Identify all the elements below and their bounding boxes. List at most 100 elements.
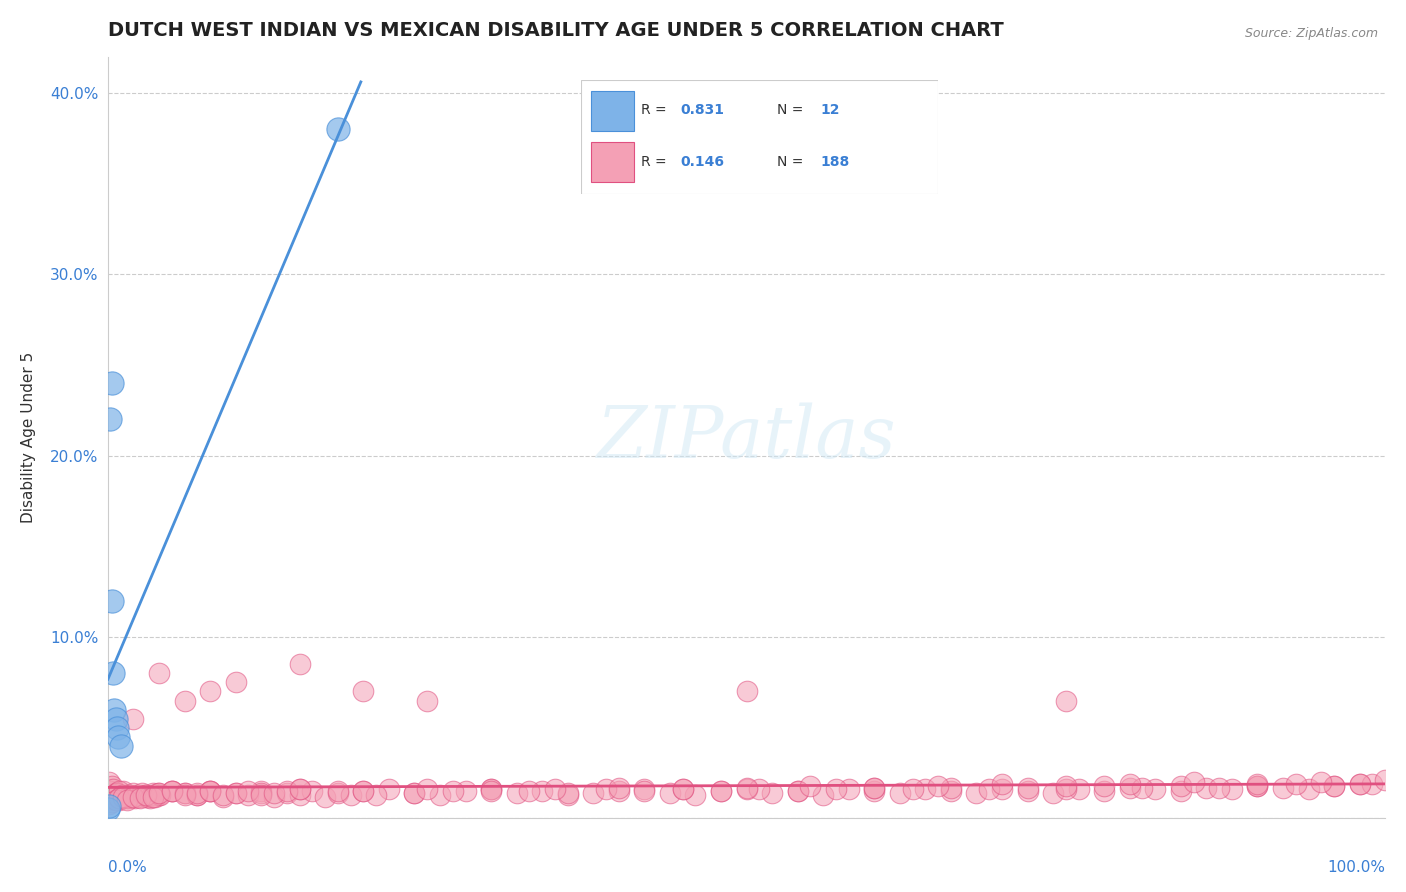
Point xyxy=(863,784,886,798)
Point xyxy=(238,784,260,798)
Point xyxy=(148,788,170,802)
Point xyxy=(1132,780,1154,795)
Point xyxy=(98,798,121,813)
Point xyxy=(142,788,165,802)
Point xyxy=(250,786,273,800)
Point xyxy=(404,786,426,800)
Point xyxy=(160,784,183,798)
Point xyxy=(110,739,132,753)
Text: ZIPatlas: ZIPatlas xyxy=(596,402,897,473)
Point xyxy=(198,784,221,798)
Point xyxy=(811,788,834,802)
Point xyxy=(142,789,165,804)
Point xyxy=(101,666,124,681)
Point xyxy=(122,789,145,804)
Point xyxy=(114,789,136,804)
Point xyxy=(685,788,707,802)
Point xyxy=(139,791,162,805)
Point xyxy=(100,791,122,805)
Point xyxy=(160,784,183,798)
Point xyxy=(1119,777,1142,791)
Point xyxy=(198,684,221,698)
Point xyxy=(212,789,235,804)
Point xyxy=(186,788,208,802)
Point xyxy=(111,788,134,802)
Point xyxy=(301,784,323,798)
Point xyxy=(124,791,146,805)
Point xyxy=(1017,784,1039,798)
Point xyxy=(212,788,235,802)
Point xyxy=(112,784,135,798)
Point xyxy=(633,782,655,797)
Point xyxy=(1144,782,1167,797)
Point xyxy=(250,788,273,802)
Point xyxy=(238,788,260,802)
Point xyxy=(131,786,153,800)
Point xyxy=(1054,693,1077,707)
Point xyxy=(276,784,298,798)
Point xyxy=(1017,780,1039,795)
Point xyxy=(1119,780,1142,795)
Point xyxy=(378,782,401,797)
Point xyxy=(889,786,911,800)
Point xyxy=(107,730,129,744)
Point xyxy=(288,657,311,672)
Point xyxy=(326,786,349,800)
Point xyxy=(1220,782,1243,797)
Point xyxy=(901,782,924,797)
Point xyxy=(100,795,122,809)
Point xyxy=(1067,782,1090,797)
Point xyxy=(288,782,311,797)
Text: 100.0%: 100.0% xyxy=(1327,860,1385,875)
Point xyxy=(416,693,439,707)
Point xyxy=(914,782,936,797)
Point xyxy=(108,791,131,805)
Point xyxy=(104,793,127,807)
Point xyxy=(128,788,150,802)
Point xyxy=(1298,782,1320,797)
Point xyxy=(108,793,131,807)
Point xyxy=(786,784,808,798)
Point xyxy=(366,788,388,802)
Point xyxy=(120,789,142,804)
Point xyxy=(103,702,125,716)
Point xyxy=(1348,777,1371,791)
Point xyxy=(98,775,121,789)
Point xyxy=(288,788,311,802)
Point xyxy=(107,791,129,805)
Point xyxy=(100,779,122,793)
Point xyxy=(105,788,128,802)
Point xyxy=(672,782,695,797)
Point xyxy=(429,788,451,802)
Point xyxy=(100,376,122,391)
Point xyxy=(710,784,733,798)
Point xyxy=(1246,777,1268,791)
Point xyxy=(404,786,426,800)
Point xyxy=(103,788,125,802)
Point xyxy=(710,784,733,798)
Point xyxy=(186,786,208,800)
Point xyxy=(127,788,149,802)
Point xyxy=(1272,780,1295,795)
Point xyxy=(979,782,1001,797)
Point xyxy=(1374,773,1396,788)
Point xyxy=(263,786,285,800)
Point xyxy=(352,784,374,798)
Point xyxy=(118,788,141,802)
Point xyxy=(658,786,681,800)
Point xyxy=(121,789,143,804)
Point xyxy=(1323,779,1346,793)
Point xyxy=(100,412,122,426)
Point xyxy=(148,666,170,681)
Point xyxy=(173,693,195,707)
Point xyxy=(114,788,136,802)
Point xyxy=(531,784,554,798)
Point xyxy=(1054,779,1077,793)
Point xyxy=(173,786,195,800)
Point xyxy=(479,782,502,797)
Point xyxy=(173,788,195,802)
Point xyxy=(326,122,349,136)
Point xyxy=(98,793,121,807)
Point xyxy=(103,789,125,804)
Point xyxy=(128,791,150,805)
